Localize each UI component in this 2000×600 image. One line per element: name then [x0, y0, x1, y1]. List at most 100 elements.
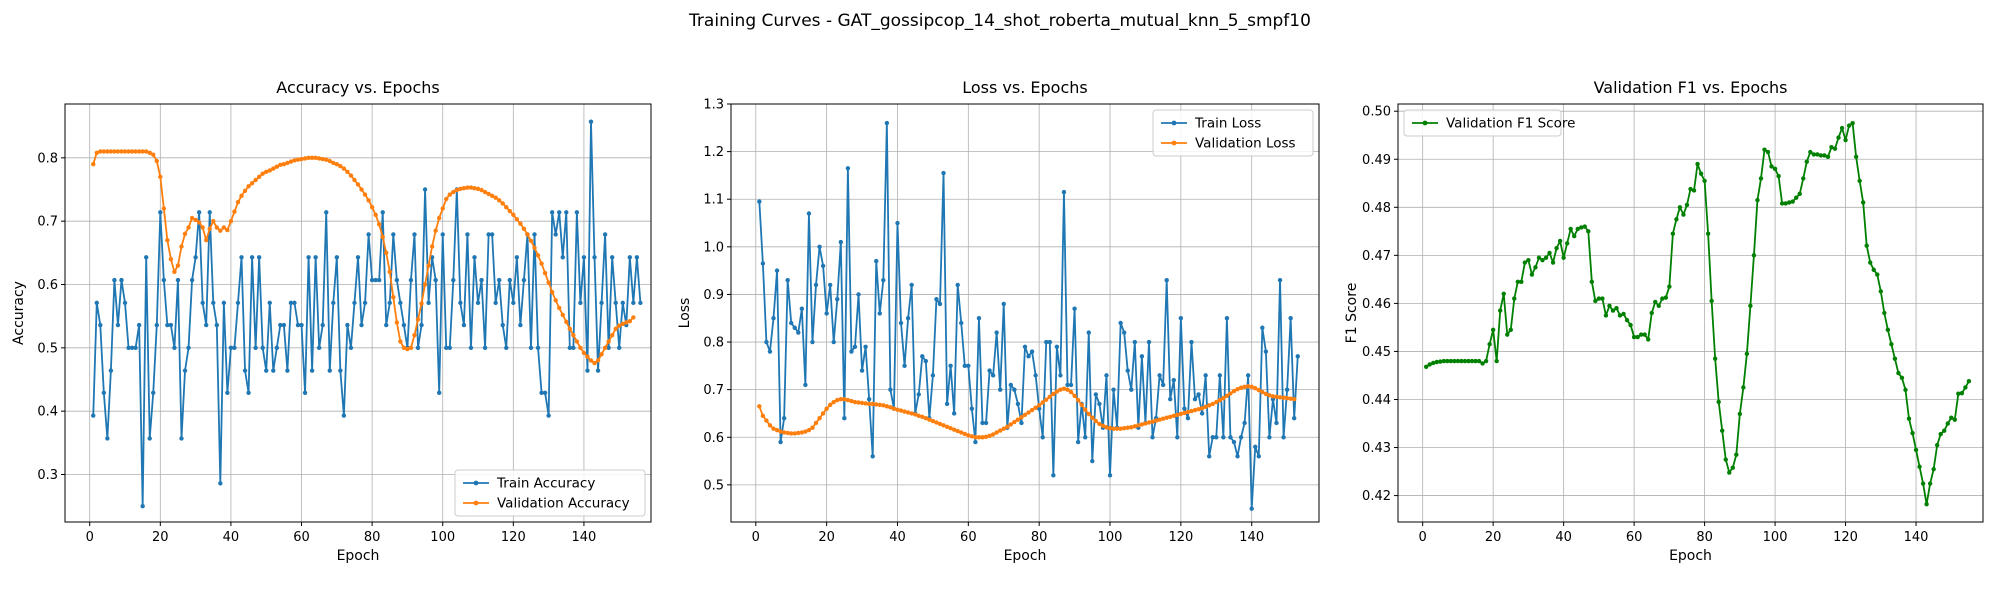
data-point: [1295, 354, 1300, 359]
data-point: [1501, 291, 1506, 296]
data-point: [373, 212, 378, 218]
data-point: [920, 414, 925, 419]
data-point: [874, 258, 879, 264]
data-point: [1949, 415, 1954, 420]
data-point: [207, 210, 212, 215]
y-tick-label: 0.48: [1362, 201, 1391, 216]
data-point: [813, 420, 819, 426]
data-point: [532, 232, 537, 237]
data-point: [1090, 415, 1095, 420]
data-point: [609, 332, 615, 338]
data-point: [1533, 265, 1538, 270]
data-point: [1214, 435, 1219, 440]
data-point: [1839, 125, 1845, 131]
data-point: [959, 430, 964, 435]
data-point: [108, 149, 114, 154]
data-point: [634, 255, 640, 260]
data-point: [376, 222, 382, 227]
x-tick-label: 100: [1098, 530, 1123, 545]
data-point: [1192, 407, 1198, 413]
data-point: [1146, 420, 1152, 425]
data-point: [338, 163, 343, 169]
data-point: [179, 244, 184, 249]
data-point: [1288, 396, 1293, 401]
data-point: [1540, 257, 1545, 263]
data-point: [1245, 373, 1251, 378]
data-point: [302, 156, 308, 161]
data-point: [497, 277, 502, 283]
data-point: [98, 149, 103, 154]
data-point: [1093, 392, 1099, 397]
data-point: [175, 263, 181, 268]
data-point: [1086, 411, 1091, 417]
data-point: [101, 390, 107, 395]
data-point: [1631, 334, 1637, 340]
data-point: [941, 170, 946, 176]
data-point: [1139, 422, 1145, 427]
data-point: [384, 250, 389, 256]
data-point: [774, 427, 780, 433]
data-point: [1245, 384, 1251, 389]
x-tick-label: 120: [501, 530, 526, 545]
data-point: [440, 232, 445, 237]
data-point: [574, 210, 580, 215]
data-point: [1058, 373, 1063, 378]
data-point: [1910, 430, 1915, 436]
data-point: [944, 401, 950, 407]
data-point: [249, 180, 255, 186]
data-point: [179, 436, 184, 441]
data-point: [260, 345, 265, 351]
data-point: [1228, 391, 1233, 396]
data-point: [856, 400, 861, 405]
data-point: [1956, 391, 1961, 396]
data-point: [1203, 373, 1208, 378]
data-point: [1288, 316, 1293, 321]
data-point: [1029, 349, 1035, 354]
data-point: [1224, 316, 1230, 321]
data-point: [785, 430, 790, 436]
data-point: [1249, 506, 1254, 511]
data-point: [1691, 188, 1697, 193]
x-tick-label: 140: [1239, 530, 1264, 545]
x-axis-label: Epoch: [1669, 548, 1712, 564]
data-point: [267, 168, 272, 173]
data-point: [246, 390, 251, 395]
data-point: [507, 208, 512, 214]
data-point: [136, 322, 142, 328]
data-point: [969, 406, 975, 411]
data-point: [838, 239, 844, 245]
data-point: [778, 429, 783, 434]
data-point: [1808, 149, 1813, 155]
data-point: [1445, 358, 1450, 364]
data-point: [909, 411, 914, 416]
data-point: [1061, 189, 1067, 195]
data-point: [189, 277, 195, 283]
data-point: [923, 416, 929, 421]
data-point: [1217, 373, 1223, 378]
data-point: [966, 433, 971, 438]
y-tick-label: 1.2: [703, 145, 724, 160]
data-point: [781, 430, 787, 435]
data-point: [1755, 197, 1760, 203]
data-point: [309, 155, 315, 161]
data-point: [168, 322, 174, 328]
data-point: [532, 245, 537, 250]
data-point: [151, 152, 156, 157]
data-point: [1913, 447, 1919, 453]
data-point: [468, 185, 474, 190]
data-point: [1129, 387, 1134, 392]
data-point: [1483, 358, 1489, 364]
data-point: [990, 373, 996, 378]
data-point: [1885, 327, 1891, 333]
data-point: [482, 345, 488, 351]
series-validation-loss: [757, 384, 1297, 440]
data-point: [1185, 416, 1191, 421]
data-point: [1221, 435, 1226, 440]
data-point: [1864, 243, 1869, 248]
data-point: [1741, 385, 1746, 390]
legend-label: Validation Accuracy: [497, 496, 630, 512]
data-point: [119, 277, 124, 283]
legend-swatch-marker: [1171, 120, 1177, 126]
data-point: [182, 231, 188, 237]
chart-title: Accuracy vs. Epochs: [276, 78, 439, 97]
